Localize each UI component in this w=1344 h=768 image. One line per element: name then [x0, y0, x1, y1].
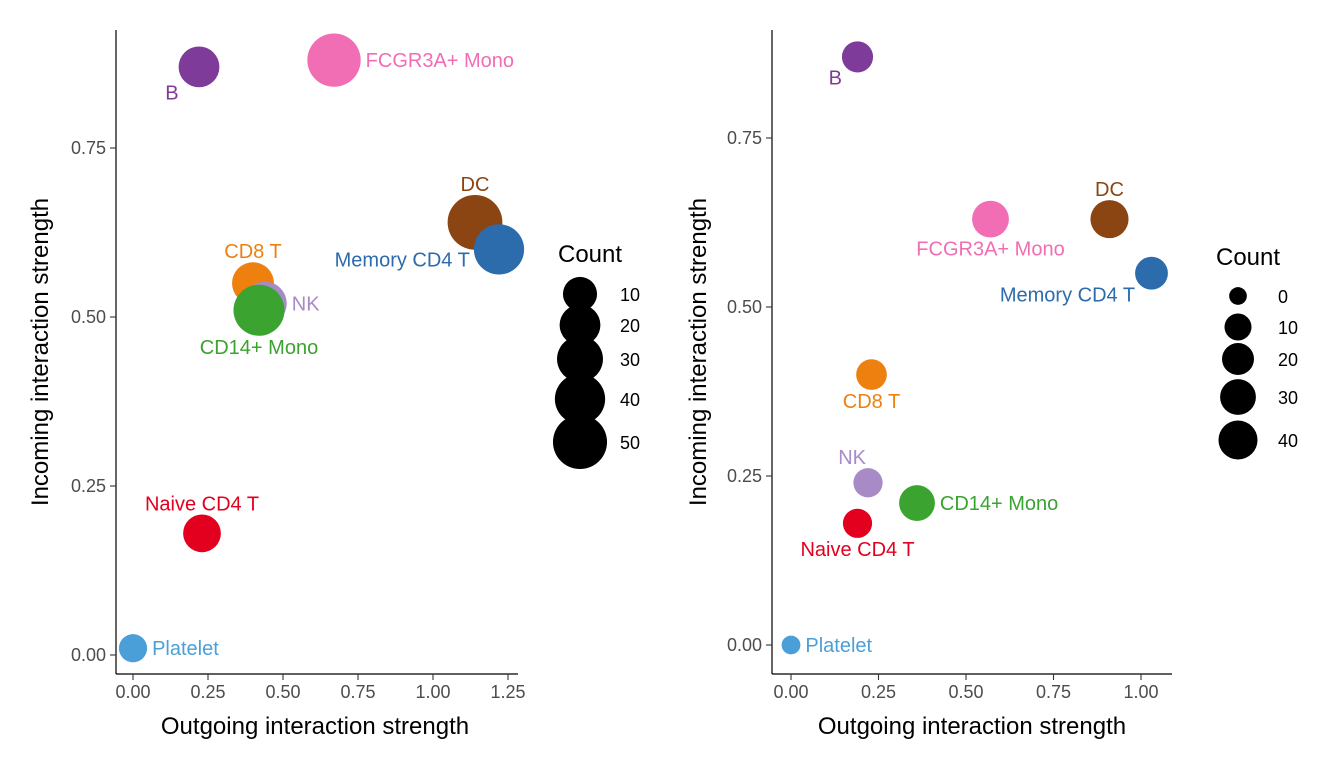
- point-label: DC: [461, 174, 490, 196]
- point-label: NK: [838, 447, 866, 469]
- point-label: Memory CD4 T: [1000, 285, 1135, 307]
- legend-label: 10: [1278, 318, 1298, 338]
- y-tick-label: 0.00: [727, 635, 762, 655]
- data-point: [842, 508, 873, 538]
- data-point: [178, 46, 220, 88]
- y-tick-label: 0.75: [71, 138, 106, 158]
- y-tick-label: 0.75: [727, 128, 762, 148]
- x-tick-label: 1.00: [415, 682, 450, 702]
- legend-key: [562, 276, 598, 312]
- x-tick-label: 0.00: [115, 682, 150, 702]
- legend-label: 20: [1278, 350, 1298, 370]
- data-point: [1090, 200, 1129, 239]
- data-point: [307, 33, 361, 87]
- data-point: [1135, 256, 1168, 290]
- point-label: CD14+ Mono: [200, 337, 318, 359]
- data-point: [841, 41, 874, 73]
- legend-label: 40: [620, 390, 640, 410]
- y-tick-label: 0.50: [727, 297, 762, 317]
- point-label: Naive CD4 T: [145, 493, 259, 515]
- point-label: Memory CD4 T: [335, 249, 470, 271]
- x-tick-label: 0.50: [265, 682, 300, 702]
- data-point: [473, 224, 525, 275]
- point-label: Platelet: [152, 638, 219, 660]
- x-axis-title: Outgoing interaction strength: [818, 713, 1126, 740]
- y-tick-label: 0.25: [727, 466, 762, 486]
- data-point: [781, 635, 801, 655]
- x-tick-label: 0.75: [1036, 682, 1071, 702]
- legend-label: 20: [620, 316, 640, 336]
- legend-key: [1222, 343, 1254, 375]
- point-label: CD8 T: [843, 391, 900, 413]
- x-tick-label: 0.25: [861, 682, 896, 702]
- legend-key: [554, 373, 606, 425]
- point-label: FCGR3A+ Mono: [916, 239, 1064, 261]
- data-point: [899, 485, 935, 521]
- legend-label: 50: [620, 433, 640, 453]
- x-tick-label: 0.00: [773, 682, 808, 702]
- legend-label: 10: [620, 285, 640, 305]
- x-tick-label: 1.00: [1123, 682, 1158, 702]
- point-label: Platelet: [805, 635, 872, 657]
- legend-label: 40: [1278, 431, 1298, 451]
- y-axis-title: Incoming interaction strength: [685, 198, 712, 506]
- data-point: [183, 514, 221, 553]
- legend-label: 30: [1278, 388, 1298, 408]
- y-tick-label: 0.50: [71, 307, 106, 327]
- legend-key: [1229, 287, 1247, 305]
- legend-key: [1220, 379, 1256, 415]
- data-point: [853, 468, 883, 498]
- legend-key: [557, 336, 603, 382]
- point-label: CD8 T: [224, 241, 281, 263]
- y-tick-label: 0.25: [71, 476, 106, 496]
- legend-key: [1224, 313, 1252, 341]
- legend-key: [552, 414, 608, 470]
- y-tick-label: 0.00: [71, 645, 106, 665]
- y-axis-title: Incoming interaction strength: [27, 198, 54, 506]
- legend-title: Count: [558, 241, 622, 268]
- point-label: B: [829, 67, 842, 89]
- data-point: [233, 284, 285, 336]
- point-label: Naive CD4 T: [800, 539, 914, 561]
- data-point: [856, 359, 887, 390]
- x-tick-label: 0.25: [190, 682, 225, 702]
- data-point: [972, 200, 1009, 238]
- point-label: B: [165, 82, 178, 104]
- point-label: CD14+ Mono: [940, 493, 1058, 515]
- legend-label: 30: [620, 350, 640, 370]
- point-label: DC: [1095, 179, 1124, 201]
- point-label: NK: [292, 293, 320, 315]
- legend-label: 0: [1278, 287, 1288, 307]
- legend-title: Count: [1216, 244, 1280, 271]
- legend-key: [1218, 420, 1258, 460]
- x-tick-label: 0.75: [340, 682, 375, 702]
- point-label: FCGR3A+ Mono: [366, 50, 514, 72]
- x-tick-label: 1.25: [490, 682, 525, 702]
- legend-key: [559, 304, 601, 346]
- data-point: [118, 634, 148, 663]
- x-axis-title: Outgoing interaction strength: [161, 713, 469, 740]
- x-tick-label: 0.50: [948, 682, 983, 702]
